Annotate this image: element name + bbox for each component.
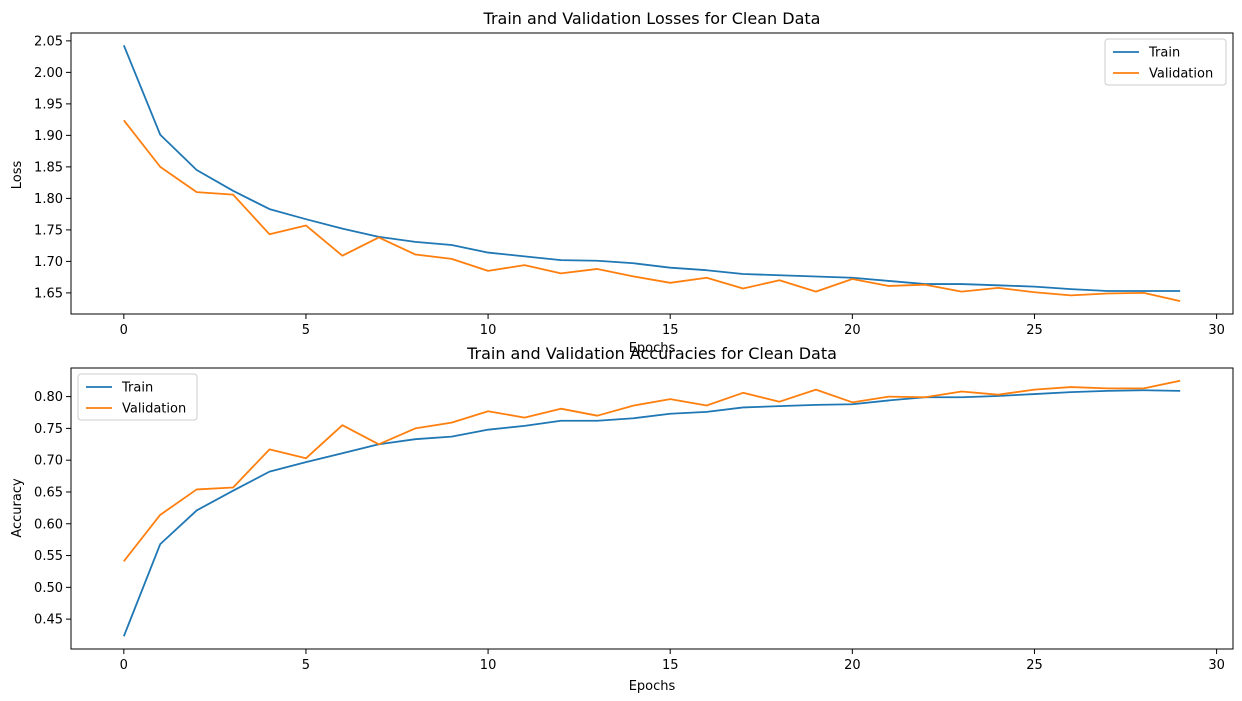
- accuracy-y-tick-label: 0.75: [34, 422, 63, 437]
- loss-legend-train-label: Train: [1148, 46, 1180, 61]
- loss-validation-line: [123, 119, 1181, 302]
- loss-y-tick-label: 1.95: [34, 97, 63, 112]
- accuracy-y-tick-label: 0.50: [34, 581, 63, 596]
- accuracy-legend-train-label: Train: [121, 381, 153, 396]
- loss-y-tick-label: 2.00: [34, 66, 63, 81]
- loss-y-tick-label: 1.85: [34, 160, 63, 175]
- loss-y-tick-label: 2.05: [34, 34, 63, 49]
- accuracy-plot-area: 0 5 10 15 20 25 30 0.45 0.50 0.55 0.60 0.65 0.70 0.75…: [34, 367, 1234, 673]
- accuracy-x-axis-label: Epochs: [629, 679, 676, 694]
- accuracy-x-tick-label: 20: [844, 658, 861, 673]
- loss-y-tick-label: 1.65: [34, 286, 63, 301]
- loss-legend-validation-label: Validation: [1149, 67, 1213, 82]
- accuracy-x-tick-label: 30: [1208, 658, 1225, 673]
- accuracy-x-tick-label: 0: [120, 658, 128, 673]
- accuracy-legend-validation-label: Validation: [122, 402, 186, 417]
- loss-chart-title: Train and Validation Losses for Clean Da…: [483, 9, 821, 28]
- accuracy-y-tick-label: 0.55: [34, 549, 63, 564]
- accuracy-subplot: Train and Validation Accuracies for Clea…: [10, 344, 1234, 694]
- accuracy-y-axis-label: Accuracy: [10, 478, 25, 538]
- loss-y-tick-label: 1.70: [34, 255, 63, 270]
- loss-y-tick-label: 1.90: [34, 129, 63, 144]
- loss-train-line: [122, 44, 1181, 292]
- loss-x-tick-label: 0: [120, 323, 128, 338]
- loss-plot-area: 0 5 10 15 20 25 30 1.65 1.70 1.75 1.80 1.85 1.90 1.95…: [34, 32, 1234, 338]
- accuracy-y-tick-label: 0.80: [34, 390, 63, 405]
- accuracy-legend: Train Validation: [77, 373, 198, 421]
- loss-x-tick-label: 25: [1026, 323, 1043, 338]
- loss-x-tick-label: 10: [480, 323, 497, 338]
- accuracy-chart-title: Train and Validation Accuracies for Clea…: [466, 344, 837, 363]
- accuracy-y-tick-label: 0.45: [34, 613, 63, 628]
- loss-x-axis-label: Epochs: [629, 341, 676, 356]
- accuracy-x-tick-label: 25: [1026, 658, 1043, 673]
- loss-axes-frame: [70, 32, 1234, 315]
- loss-x-tick-label: 15: [662, 323, 679, 338]
- loss-subplot: Train and Validation Losses for Clean Da…: [10, 9, 1234, 356]
- accuracy-x-tick-label: 10: [480, 658, 497, 673]
- loss-x-tick-label: 5: [302, 323, 310, 338]
- loss-x-tick-label: 20: [844, 323, 861, 338]
- loss-y-tick-label: 1.80: [34, 192, 63, 207]
- loss-y-axis-label: Loss: [10, 161, 25, 190]
- accuracy-y-tick-label: 0.70: [34, 454, 63, 469]
- accuracy-validation-line: [123, 379, 1181, 562]
- accuracy-x-tick-label: 15: [662, 658, 679, 673]
- accuracy-y-tick-label: 0.65: [34, 485, 63, 500]
- loss-y-tick-label: 1.75: [34, 223, 63, 238]
- loss-legend: Train Validation: [1104, 38, 1227, 86]
- accuracy-train-line: [122, 389, 1181, 637]
- accuracy-axes-frame: [70, 367, 1234, 650]
- accuracy-y-tick-label: 0.60: [34, 517, 63, 532]
- accuracy-x-tick-label: 5: [302, 658, 310, 673]
- loss-x-tick-label: 30: [1208, 323, 1225, 338]
